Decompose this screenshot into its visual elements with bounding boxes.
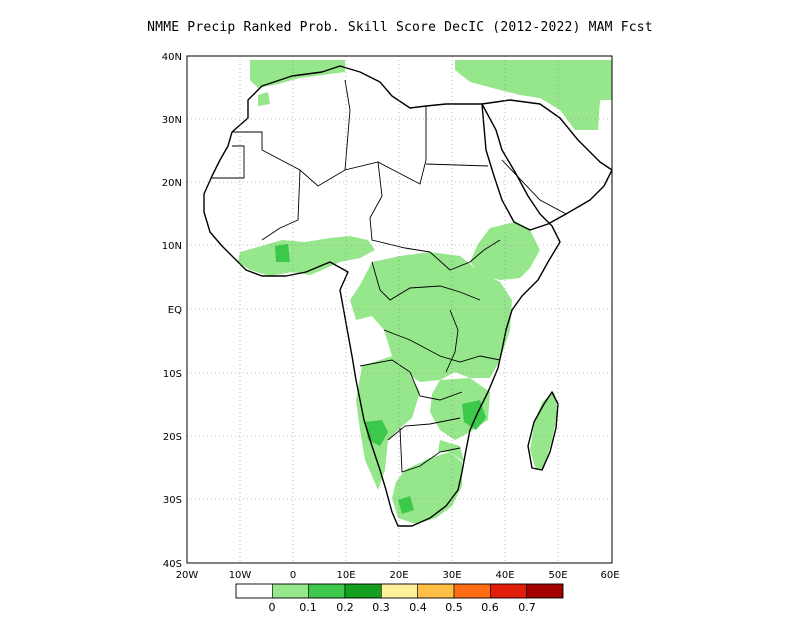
continent-outline	[203, 65, 613, 527]
lon-tick-label: 20E	[389, 570, 408, 581]
colorbar-swatches	[235, 583, 564, 599]
colorbar-label: 0.2	[336, 601, 354, 614]
colorbar-label: 0.3	[372, 601, 390, 614]
map-panel	[186, 55, 613, 564]
map-title: NMME Precip Ranked Prob. Skill Score Dec…	[147, 20, 653, 35]
colorbar-label: 0.7	[518, 601, 536, 614]
lon-tick-label: 30E	[442, 570, 461, 581]
graticule	[187, 56, 612, 563]
colorbar-swatch	[453, 583, 491, 599]
lat-tick-label: 10S	[163, 369, 182, 380]
lat-tick-label: 40N	[162, 52, 182, 63]
colorbar-label: 0.1	[299, 601, 317, 614]
lon-tick-label: 40E	[495, 570, 514, 581]
lat-tick-label: 20S	[163, 432, 182, 443]
lat-tick-label: 40S	[163, 559, 182, 570]
lon-tick-label: 0	[290, 570, 296, 581]
colorbar-swatch	[526, 583, 564, 599]
lat-tick-label: 20N	[162, 178, 182, 189]
lat-axis: 40N 30N 20N 10N EQ 10S 20S 30S 40S	[162, 52, 182, 570]
colorbar-label: 0	[269, 601, 276, 614]
lon-tick-label: 20W	[176, 570, 199, 581]
colorbar-label: 0.4	[409, 601, 427, 614]
lon-tick-label: 50E	[548, 570, 567, 581]
colorbar-swatch	[235, 583, 273, 599]
lon-tick-label: 10E	[336, 570, 355, 581]
country-borders	[212, 79, 567, 473]
colorbar-swatch	[417, 583, 455, 599]
colorbar-swatch	[490, 583, 527, 599]
colorbar-labels: 0 0.1 0.2 0.3 0.4 0.5 0.6 0.7	[269, 601, 536, 614]
lat-tick-label: 30S	[163, 495, 182, 506]
lon-tick-label: 10W	[229, 570, 252, 581]
lon-tick-label: 60E	[600, 570, 619, 581]
colorbar-swatch	[381, 583, 418, 599]
colorbar-swatch	[344, 583, 382, 599]
colorbar-label: 0.6	[481, 601, 499, 614]
colorbar-swatch	[308, 583, 346, 599]
lat-tick-label: 10N	[162, 241, 182, 252]
colorbar: 0 0.1 0.2 0.3 0.4 0.5 0.6 0.7	[235, 583, 564, 614]
lat-tick-label: 30N	[162, 115, 182, 126]
skill-shading	[238, 60, 612, 524]
colorbar-swatch	[272, 583, 309, 599]
colorbar-label: 0.5	[445, 601, 463, 614]
lat-tick-label: EQ	[168, 305, 182, 316]
lon-axis: 20W 10W 0 10E 20E 30E 40E 50E 60E	[176, 570, 620, 581]
